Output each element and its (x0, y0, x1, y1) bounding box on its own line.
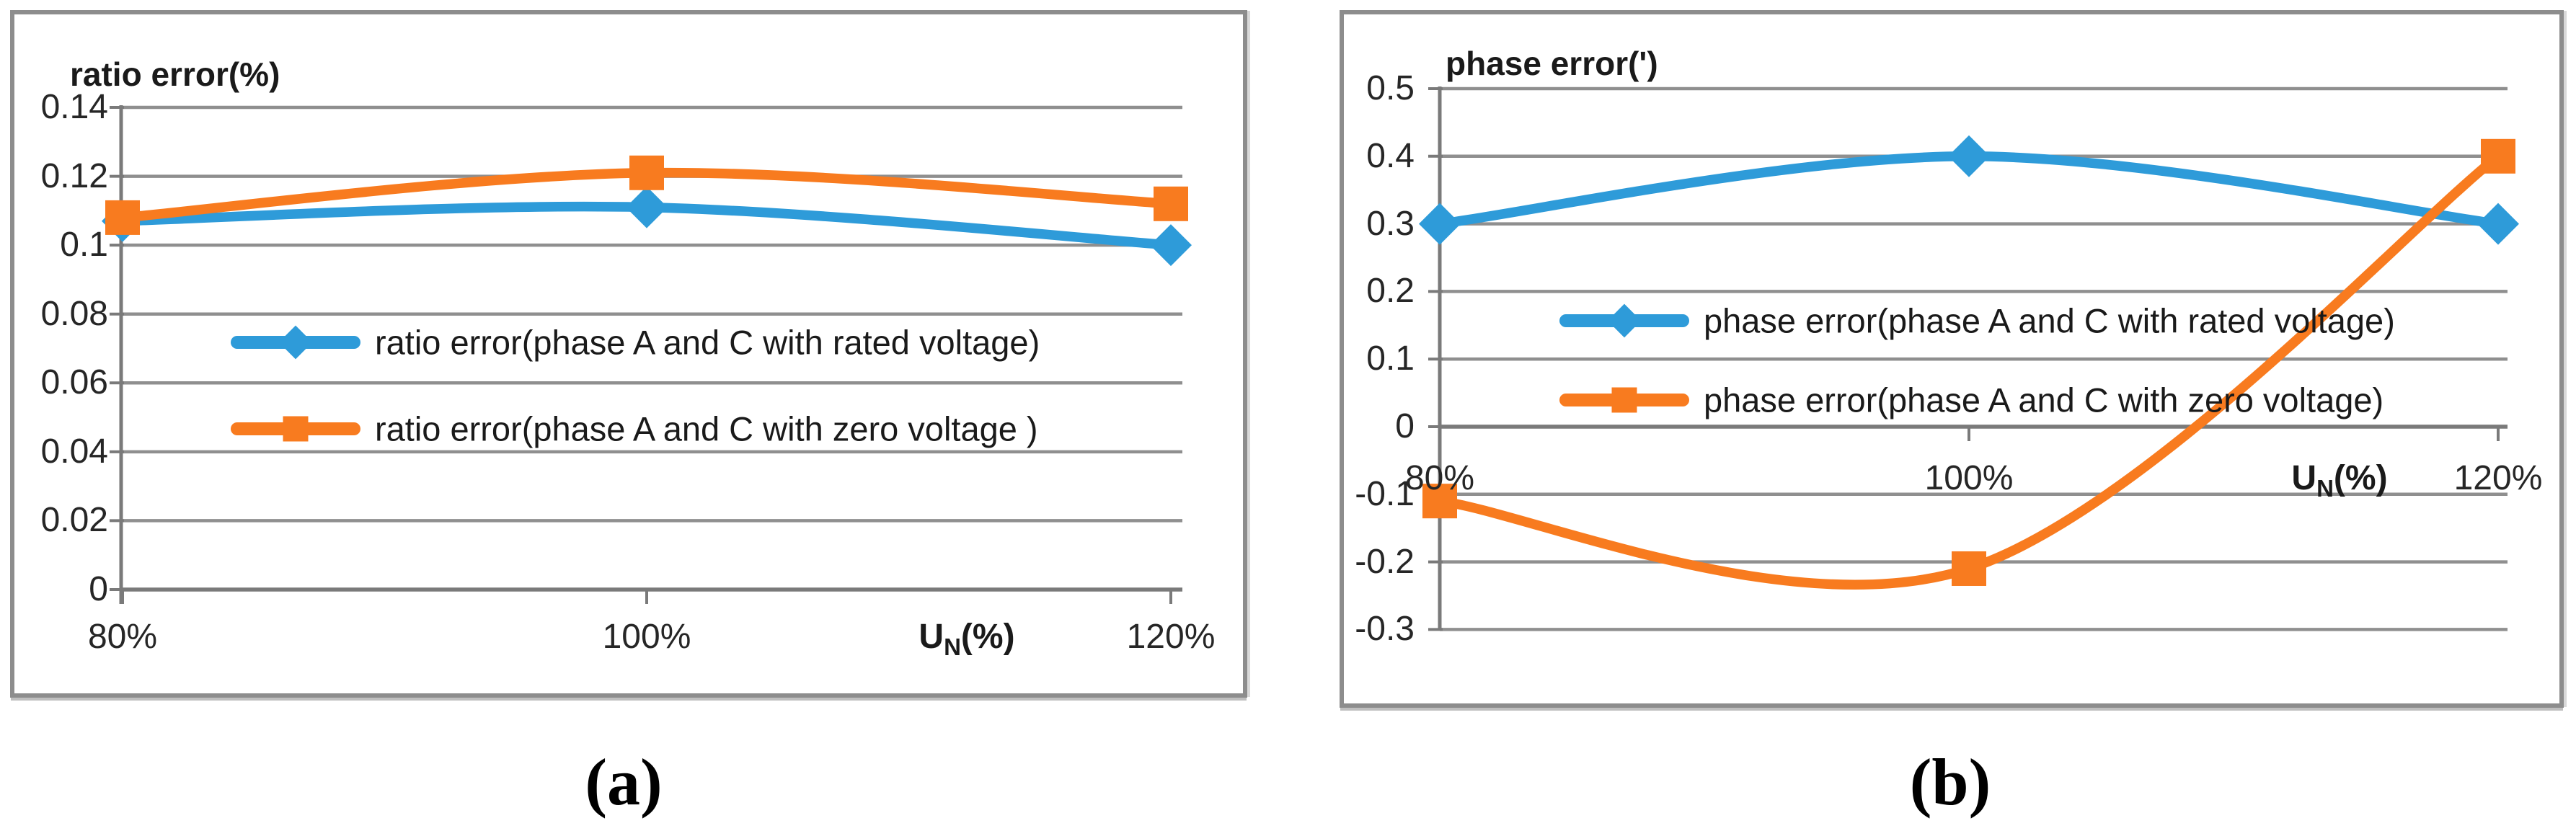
y-tick-label: 0.08 (40, 294, 108, 333)
y-tick-label: 0 (1395, 407, 1415, 445)
x-axis-label-subscript: N (944, 634, 961, 660)
legend-item-zero-voltage: ratio error(phase A and C with zero volt… (231, 406, 1168, 452)
legend-label: ratio error(phase A and C with zero volt… (375, 409, 1038, 448)
chart-b-x-axis-label: UN(%) (2217, 457, 2462, 502)
chart-a-title: ratio error(%) (70, 55, 280, 93)
chart-a-frame (10, 10, 1247, 698)
y-tick-label: 0.02 (40, 501, 108, 540)
y-tick-label: 0 (89, 569, 108, 608)
y-tick-label: 0.5 (1366, 69, 1415, 107)
chart-b-frame (1340, 10, 2564, 708)
y-tick-label: -0.2 (1355, 542, 1415, 581)
diamond-marker-icon (278, 325, 313, 360)
square-marker-icon (1611, 387, 1637, 413)
legend-item-rated-voltage: ratio error(phase A and C with rated vol… (231, 319, 1168, 365)
y-tick-label: 0.4 (1366, 136, 1415, 175)
x-axis-label-unit: (%) (960, 618, 1015, 656)
x-axis-label-unit: (%) (2333, 459, 2388, 497)
x-tick-label: 80% (87, 618, 158, 656)
panel-caption-a: (a) (585, 745, 663, 819)
x-axis-label-symbol: U (919, 618, 944, 656)
legend-item-rated-voltage: phase error(phase A and C with rated vol… (1559, 298, 2497, 344)
panel-caption-b: (b) (1909, 745, 1991, 819)
legend-item-zero-voltage: phase error(phase A and C with zero volt… (1559, 377, 2497, 423)
legend-label: phase error(phase A and C with zero volt… (1704, 381, 2384, 419)
x-tick-label: 120% (1126, 618, 1216, 656)
chart-a-x-axis-label: UN(%) (844, 616, 1089, 660)
y-tick-label: 0.3 (1366, 204, 1415, 243)
x-axis-label-symbol: U (2291, 459, 2317, 497)
y-tick-label: -0.1 (1355, 474, 1415, 513)
y-tick-label: 0.2 (1366, 272, 1415, 311)
y-tick-label: 0.14 (40, 88, 108, 126)
y-tick-label: -0.3 (1355, 610, 1415, 649)
diamond-marker-icon (1607, 303, 1642, 338)
y-tick-label: 0.12 (40, 156, 108, 195)
x-tick-label: 120% (2453, 459, 2543, 497)
legend-label: phase error(phase A and C with rated vol… (1704, 301, 2395, 340)
y-tick-label: 0.1 (1366, 339, 1415, 378)
x-tick-label: 80% (1404, 459, 1475, 497)
y-tick-label: 0.06 (40, 363, 108, 402)
x-tick-label: 100% (602, 618, 691, 656)
y-tick-label: 0.1 (60, 226, 108, 265)
x-tick-label: 100% (1924, 459, 2014, 497)
chart-b-title: phase error(') (1446, 45, 1658, 82)
square-marker-icon (283, 416, 309, 442)
legend-label: ratio error(phase A and C with rated vol… (375, 323, 1040, 362)
x-axis-label-subscript: N (2316, 475, 2334, 502)
y-tick-label: 0.04 (40, 432, 108, 471)
